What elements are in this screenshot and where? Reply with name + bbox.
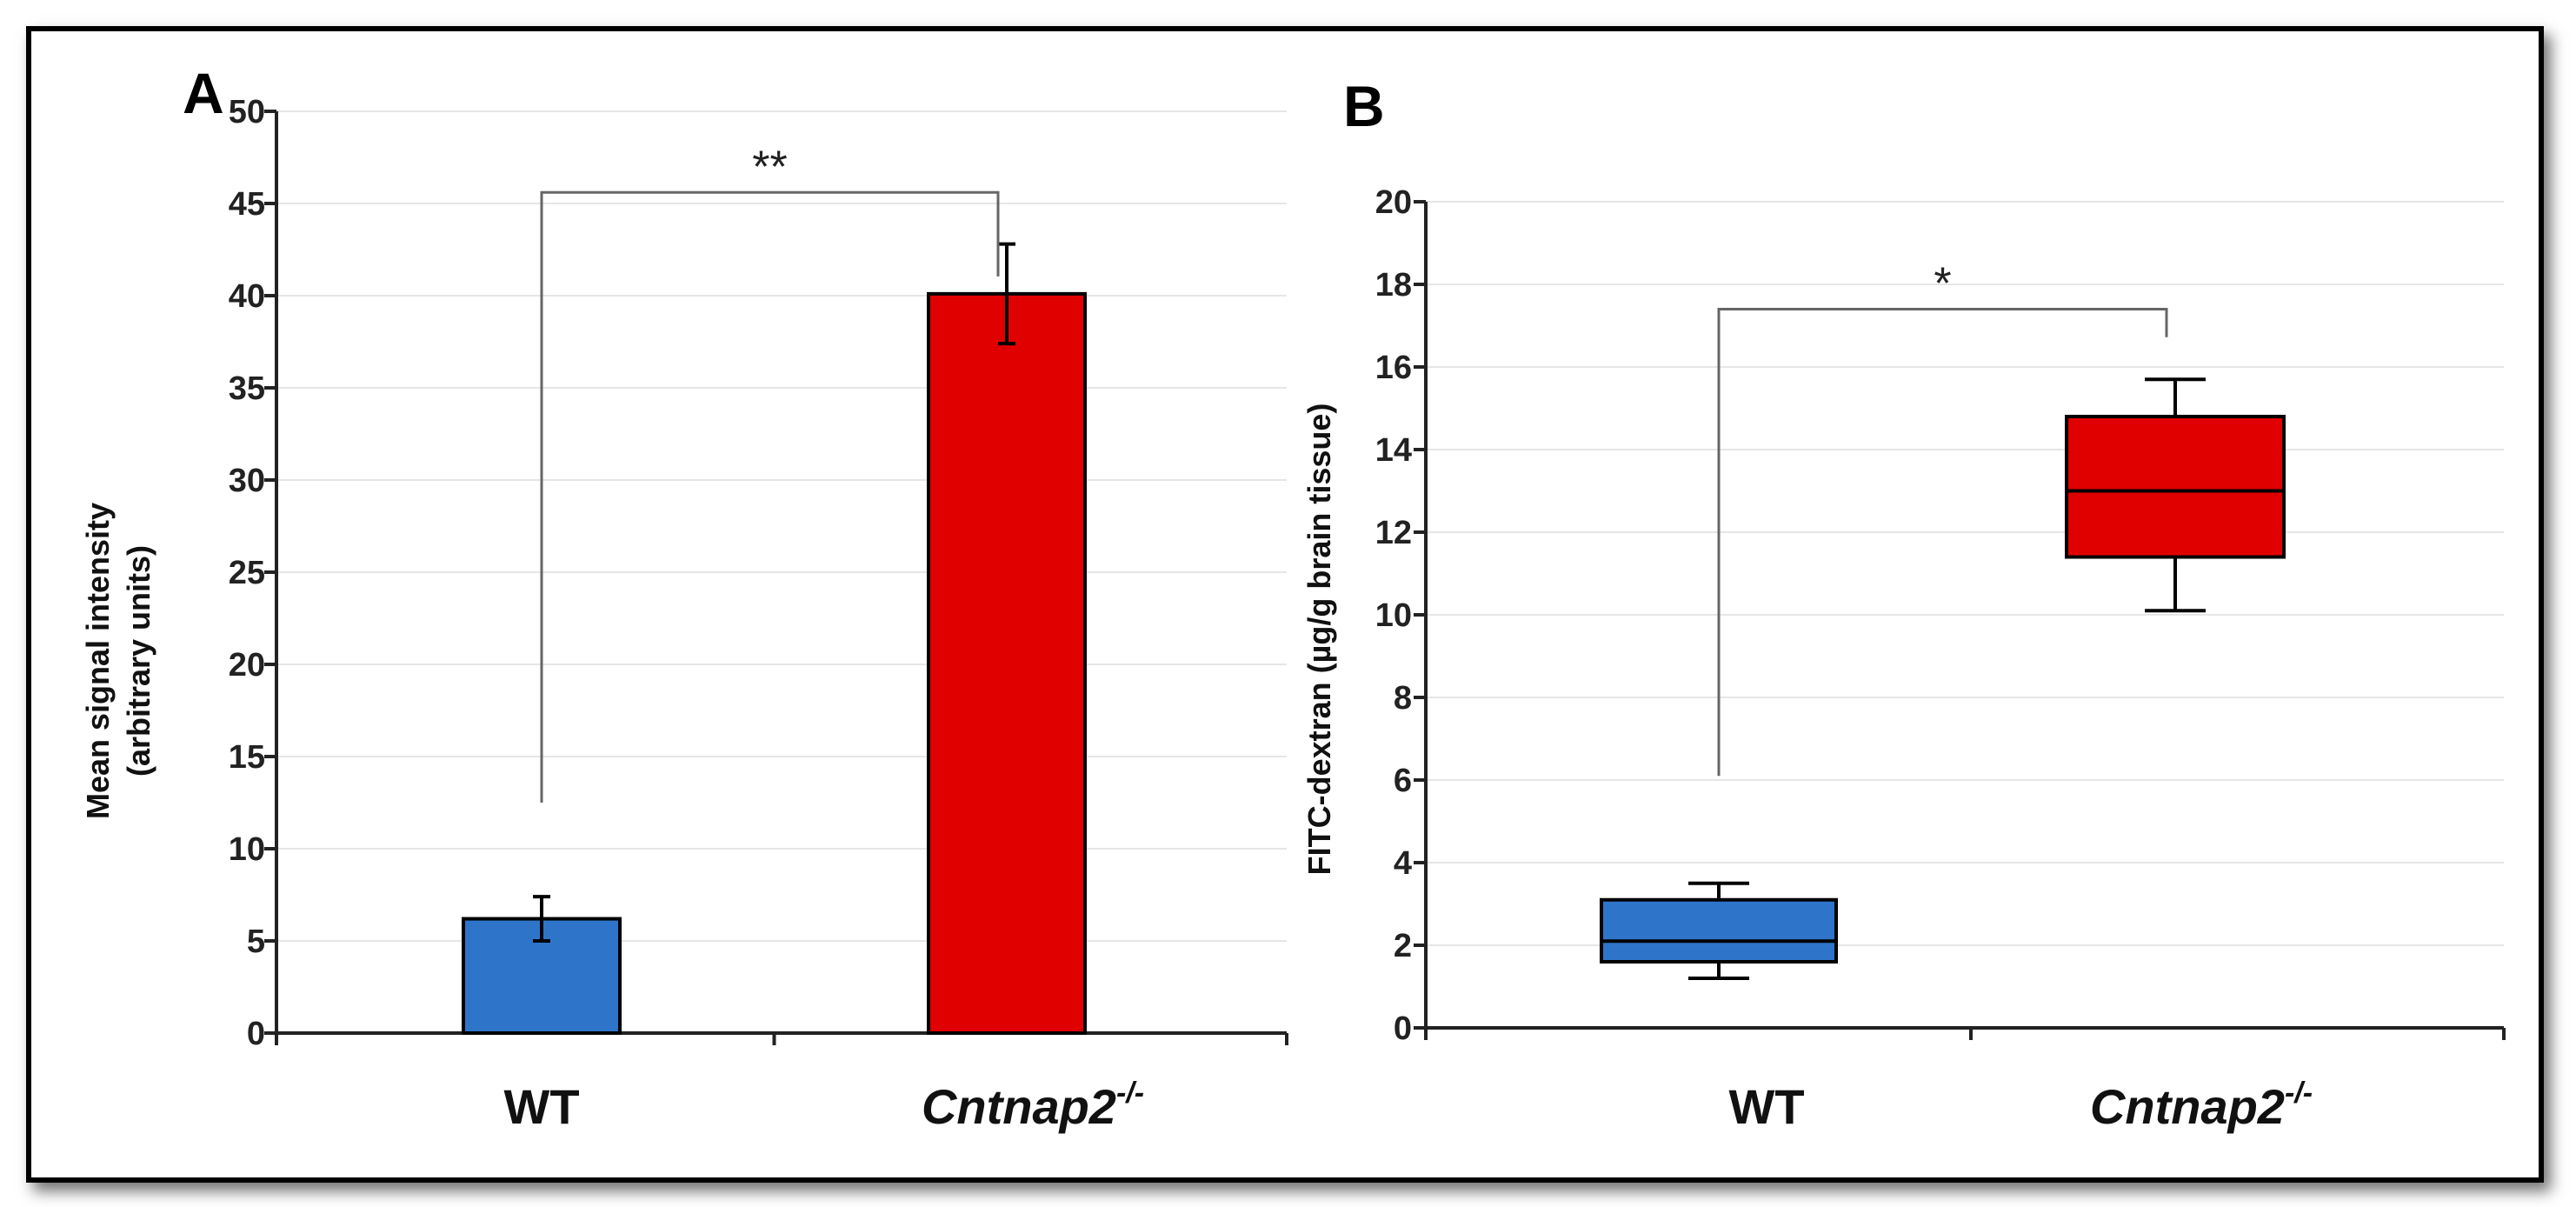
panel-a-chart: A 0 5 10 15 20 25 30 35 40 45 50 ** WT Cntnap2-/- M… (80, 61, 1288, 1134)
x-category-label: Cntnap2-/- (922, 1077, 1144, 1134)
y-tick-label: 6 (1394, 763, 1412, 799)
y-tick-label: 18 (1375, 267, 1412, 303)
box-wt (1600, 897, 1838, 964)
y-tick-label: 0 (1394, 1010, 1412, 1047)
panel-b-ylabel: FITC-dextran (µg/g brain tissue) (1301, 403, 1337, 876)
panel-a-ylabel-line2: (arbitrary units) (121, 545, 156, 777)
significance-label: ** (752, 142, 787, 192)
box-cntnap2 (2065, 415, 2286, 559)
y-tick-label: 4 (1394, 845, 1412, 882)
panel-b-label: B (1343, 74, 1385, 138)
y-tick-label: 5 (247, 924, 265, 960)
y-tick-label: 8 (1394, 680, 1412, 717)
panel-a-ylabel-line1: Mean signal intensity (80, 503, 116, 819)
bar-cntnap2 (927, 291, 1087, 1035)
y-tick-label: 10 (1375, 597, 1412, 634)
y-tick-label: 35 (229, 370, 265, 407)
x-category-label: WT (1728, 1079, 1804, 1134)
y-tick-label: 2 (1394, 928, 1412, 964)
y-tick-label: 0 (247, 1016, 265, 1052)
y-tick-label: 25 (229, 555, 265, 591)
panel-b-chart: B 0 2 4 6 8 10 12 14 16 18 20 * WT Cntnap2-/- FITC-… (1301, 74, 2506, 1134)
x-category-label: WT (503, 1079, 579, 1134)
y-tick-label: 50 (229, 94, 265, 130)
y-tick-label: 30 (229, 463, 265, 499)
y-tick-label: 10 (229, 831, 265, 868)
y-tick-label: 20 (1375, 184, 1412, 221)
y-tick-label: 15 (229, 739, 265, 776)
significance-bracket (540, 190, 1000, 803)
y-tick-label: 45 (229, 186, 265, 223)
panel-a-label: A (183, 61, 224, 125)
significance-label: * (1934, 259, 1951, 310)
y-tick-label: 16 (1375, 350, 1412, 386)
y-tick-label: 14 (1375, 432, 1412, 469)
y-tick-label: 12 (1375, 515, 1412, 551)
y-tick-label: 40 (229, 278, 265, 315)
significance-bracket (1717, 308, 2168, 777)
x-category-label: Cntnap2-/- (2090, 1077, 2313, 1134)
figure-frame (26, 26, 2544, 1183)
y-tick-label: 20 (229, 647, 265, 684)
